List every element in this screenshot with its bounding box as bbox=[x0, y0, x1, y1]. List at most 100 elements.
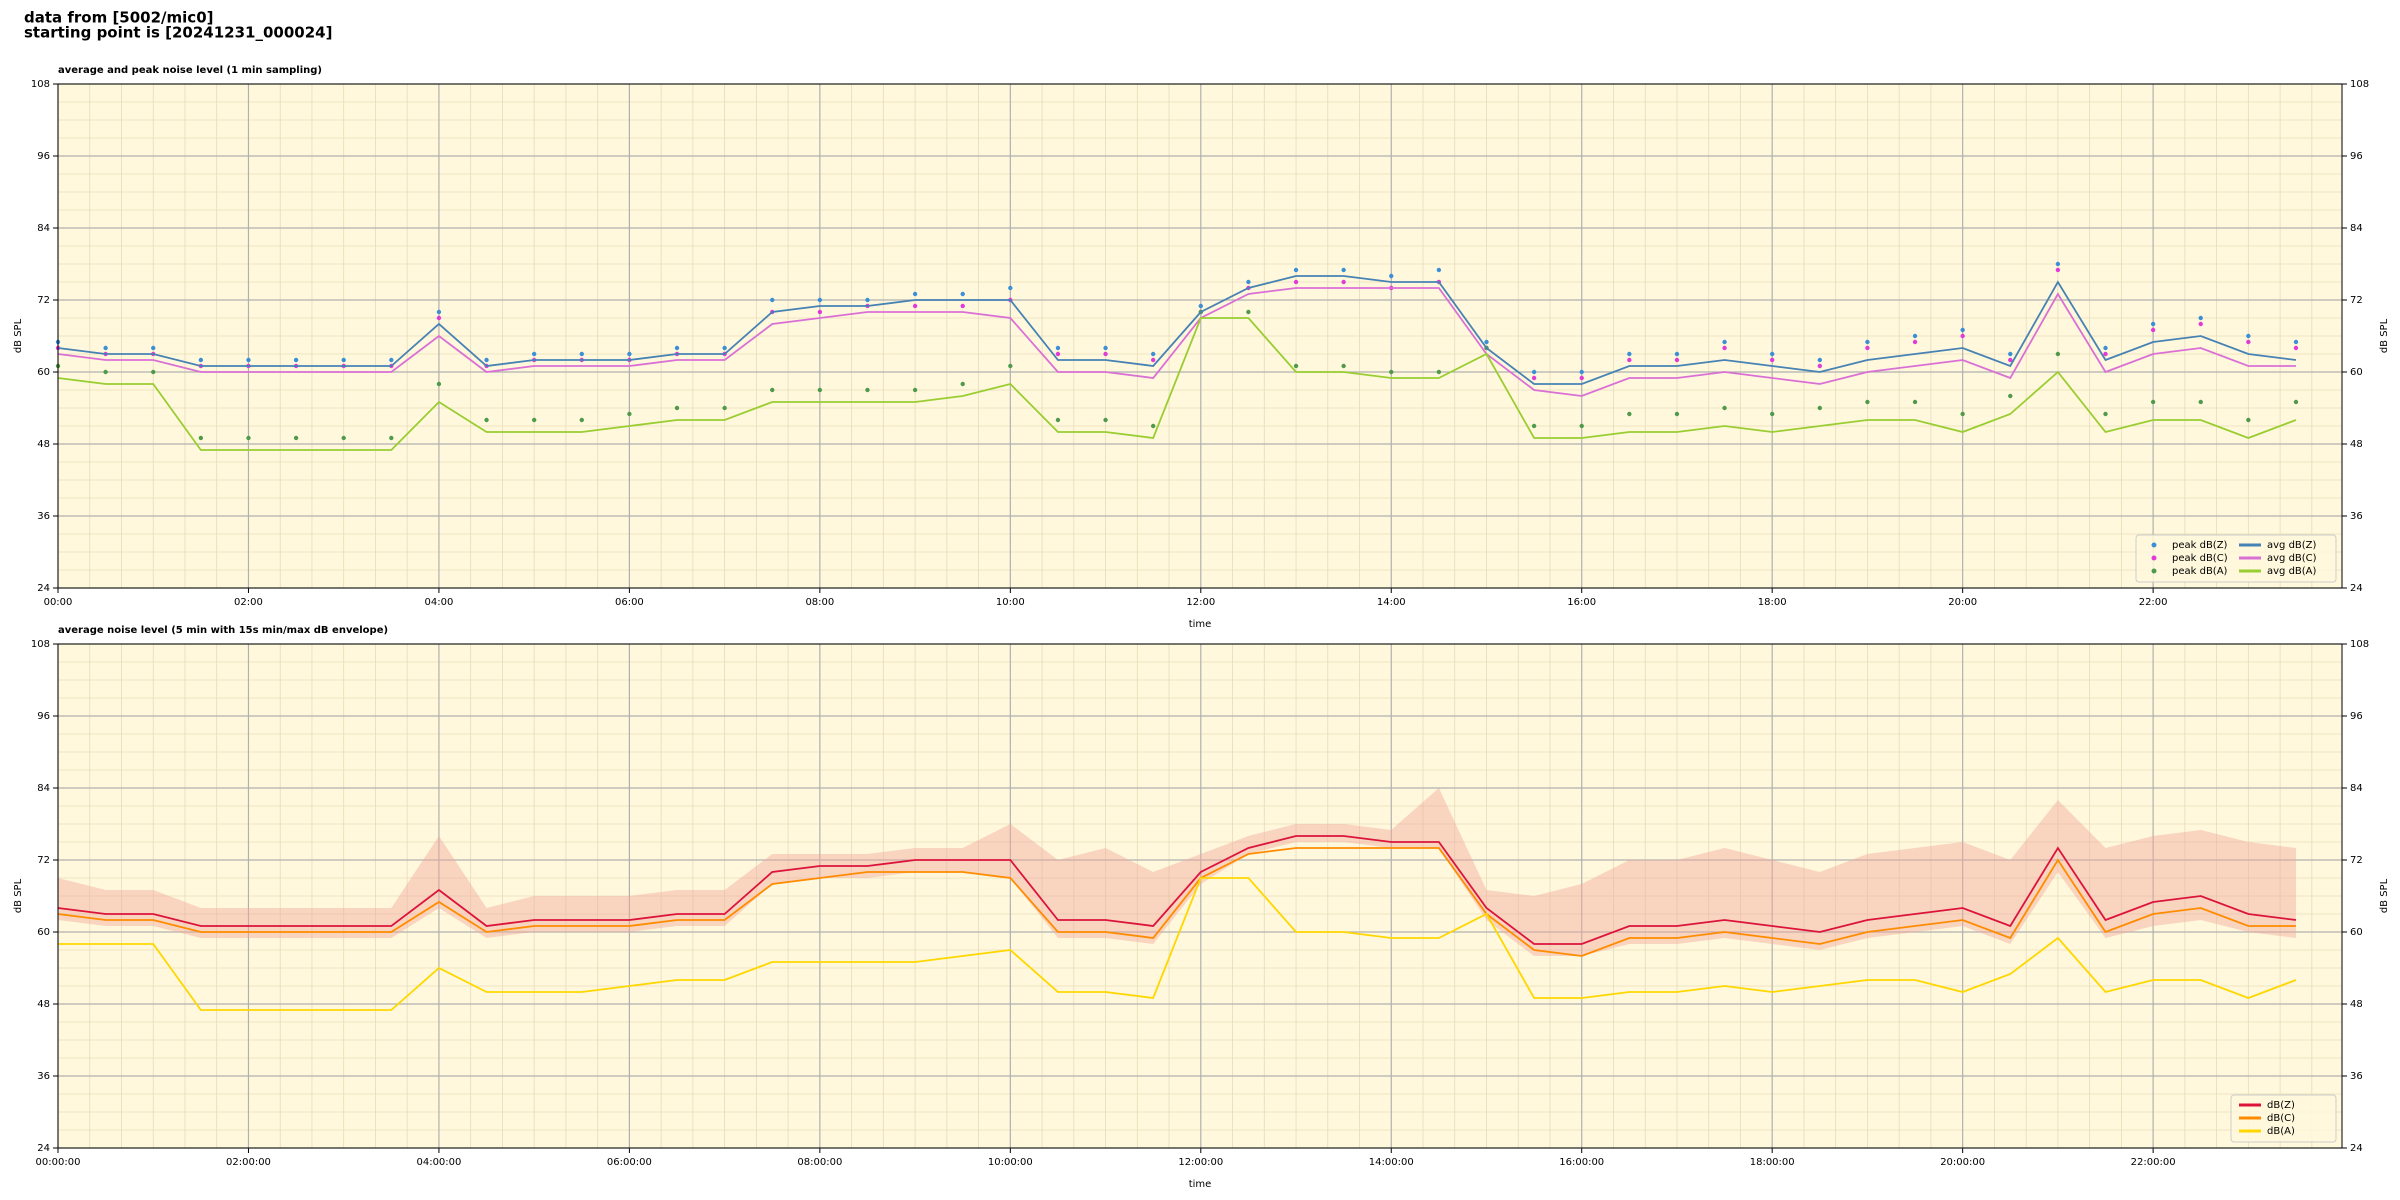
peak-point bbox=[198, 357, 204, 363]
peak-point bbox=[1150, 351, 1156, 357]
series-line bbox=[57, 275, 2297, 385]
peak-point bbox=[1436, 267, 1442, 273]
peak-point bbox=[1865, 345, 1870, 351]
x-tick-label: 08:00:00 bbox=[797, 1157, 842, 1168]
peak-point bbox=[1436, 369, 1442, 375]
x-tick-label: 06:00 bbox=[615, 597, 644, 608]
series-line bbox=[58, 877, 2297, 1011]
y-tick-label-right: 108 bbox=[2350, 639, 2369, 650]
y-tick-label: 108 bbox=[31, 639, 50, 650]
peak-point bbox=[1912, 333, 1918, 339]
peak-point bbox=[1674, 351, 1680, 357]
y-tick-label: 60 bbox=[37, 927, 50, 938]
peak-point bbox=[1198, 303, 1203, 309]
peak-point bbox=[1150, 357, 1156, 363]
peak-point bbox=[1769, 351, 1775, 357]
peak-point bbox=[960, 381, 965, 387]
x-tick-label: 12:00 bbox=[1186, 597, 1215, 608]
peak-point bbox=[2293, 399, 2299, 405]
y-tick-label: 24 bbox=[37, 1143, 50, 1154]
legend-label: dB(A) bbox=[2267, 1126, 2295, 1137]
peak-point bbox=[1960, 411, 1965, 417]
header-line: data from [5002/mic0] bbox=[24, 9, 214, 27]
peak-point bbox=[1627, 411, 1632, 417]
peak-point bbox=[627, 411, 632, 417]
y-tick-label: 60 bbox=[37, 367, 50, 378]
peak-point bbox=[1293, 267, 1299, 273]
peak-point bbox=[2246, 333, 2251, 339]
x-tick-label: 18:00:00 bbox=[1750, 1157, 1795, 1168]
peak-point bbox=[722, 345, 727, 351]
x-tick-label: 10:00:00 bbox=[988, 1157, 1033, 1168]
peak-point bbox=[151, 345, 156, 351]
peak-point bbox=[2008, 351, 2013, 357]
y-tick-label-right: 108 bbox=[2350, 79, 2369, 90]
peak-point bbox=[436, 381, 442, 387]
x-tick-label: 22:00 bbox=[2139, 597, 2168, 608]
peak-point bbox=[2008, 393, 2013, 399]
peak-point bbox=[1341, 279, 1346, 285]
legend-label: avg dB(Z) bbox=[2267, 540, 2317, 551]
x-tick-label: 14:00 bbox=[1377, 597, 1406, 608]
peak-point bbox=[1341, 363, 1346, 369]
legend-label: peak dB(A) bbox=[2172, 566, 2228, 577]
peak-point bbox=[912, 387, 918, 393]
y-tick-label-right: 72 bbox=[2350, 855, 2363, 866]
peak-point bbox=[1389, 273, 1394, 279]
peak-point bbox=[2246, 417, 2251, 423]
y-tick-label: 72 bbox=[37, 855, 50, 866]
peak-point bbox=[2198, 315, 2203, 321]
plot-frame bbox=[57, 643, 2343, 1149]
peak-point bbox=[2246, 339, 2251, 345]
y-tick-label: 96 bbox=[37, 711, 50, 722]
peak-point bbox=[1865, 339, 1870, 345]
legend-marker bbox=[2151, 568, 2157, 574]
legend-label: peak dB(C) bbox=[2172, 553, 2228, 564]
x-tick-label: 04:00:00 bbox=[416, 1157, 461, 1168]
x-tick-label: 20:00:00 bbox=[1940, 1157, 1985, 1168]
peak-point bbox=[674, 345, 680, 351]
peak-point bbox=[2150, 321, 2156, 327]
y-axis-label: dB SPL bbox=[13, 318, 24, 353]
peak-point bbox=[484, 417, 489, 423]
y-tick-label-right: 96 bbox=[2350, 151, 2363, 162]
peak-point bbox=[1531, 423, 1537, 429]
peak-point bbox=[627, 351, 632, 357]
peak-point bbox=[1103, 351, 1108, 357]
peak-point bbox=[2198, 399, 2203, 405]
peak-point bbox=[865, 297, 870, 303]
y-tick-label-right: 36 bbox=[2350, 511, 2363, 522]
peak-point bbox=[293, 357, 299, 363]
peak-point bbox=[1674, 411, 1680, 417]
peak-point bbox=[2008, 357, 2013, 363]
series-line bbox=[57, 835, 2297, 945]
peak-point bbox=[1722, 339, 1727, 345]
peak-point bbox=[2103, 411, 2108, 417]
peak-point bbox=[103, 345, 108, 351]
peak-point bbox=[2150, 327, 2156, 333]
peak-point bbox=[1912, 339, 1918, 345]
peak-point bbox=[436, 309, 442, 315]
y-tick-label: 48 bbox=[37, 439, 50, 450]
peak-point bbox=[674, 405, 680, 411]
peak-point bbox=[1627, 357, 1632, 363]
peak-point bbox=[2055, 351, 2061, 357]
x-tick-label: 10:00 bbox=[996, 597, 1025, 608]
y-tick-label: 108 bbox=[31, 79, 50, 90]
legend-label: avg dB(C) bbox=[2267, 553, 2317, 564]
peak-point bbox=[960, 291, 965, 297]
peak-point bbox=[1865, 399, 1870, 405]
x-tick-label: 12:00:00 bbox=[1178, 1157, 1223, 1168]
y-tick-label: 36 bbox=[37, 511, 50, 522]
peak-point bbox=[1674, 357, 1680, 363]
peak-point bbox=[912, 303, 918, 309]
y-tick-label: 48 bbox=[37, 999, 50, 1010]
peak-point bbox=[389, 435, 394, 441]
peak-point bbox=[817, 309, 823, 315]
y-tick-label-right: 60 bbox=[2350, 927, 2363, 938]
legend-box bbox=[2135, 534, 2337, 583]
peak-point bbox=[1769, 411, 1775, 417]
peak-point bbox=[1484, 339, 1489, 345]
legend-marker bbox=[2151, 555, 2157, 561]
